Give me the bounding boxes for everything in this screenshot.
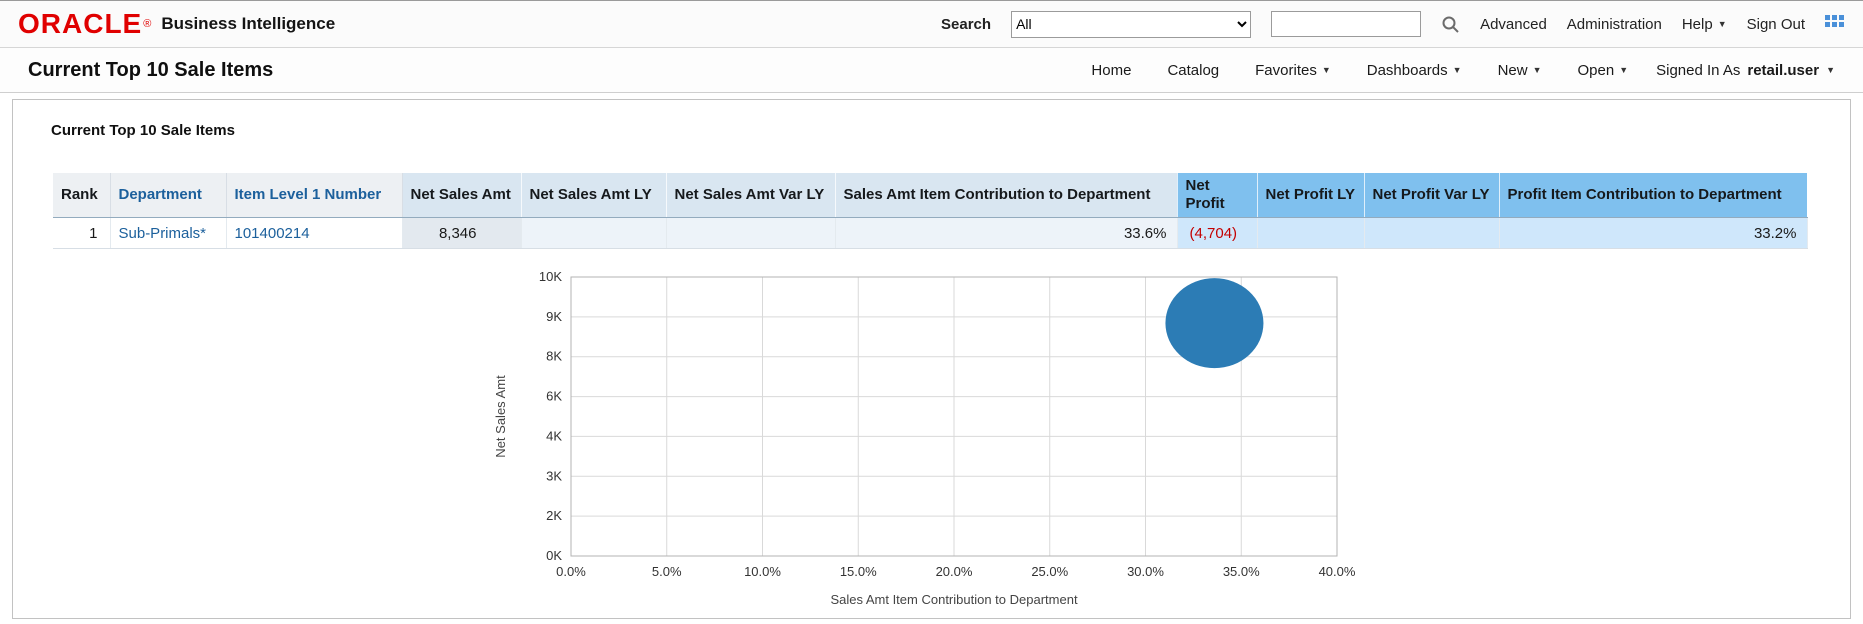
signed-in-user: retail.user (1747, 61, 1820, 79)
cell-net-profit-var (1364, 217, 1500, 249)
nav-open-label: Open (1577, 61, 1615, 79)
nav-new-label: New (1497, 61, 1528, 79)
col-header-profit-contrib[interactable]: Profit Item Contribution to Department (1499, 173, 1808, 218)
sign-out-link[interactable]: Sign Out (1746, 15, 1805, 33)
cell-profit-contrib: 33.2% (1499, 217, 1808, 249)
col-header-net-profit-ly[interactable]: Net Profit LY (1257, 173, 1365, 218)
nav-favorites-label: Favorites (1255, 61, 1317, 79)
cell-department[interactable]: Sub-Primals* (110, 217, 227, 249)
svg-text:30.0%: 30.0% (1127, 564, 1164, 579)
chevron-down-icon: ▼ (1619, 64, 1629, 75)
svg-text:4K: 4K (546, 428, 562, 443)
page-title: Current Top 10 Sale Items (28, 58, 274, 81)
cell-net-sales-var (666, 217, 836, 249)
signed-in-menu[interactable]: Signed In As retail.user ▼ (1656, 62, 1835, 79)
svg-text:35.0%: 35.0% (1223, 564, 1260, 579)
svg-text:15.0%: 15.0% (840, 564, 877, 579)
chevron-down-icon: ▼ (1826, 64, 1835, 75)
nav-open[interactable]: Open ▼ (1578, 62, 1629, 79)
svg-text:6K: 6K (546, 389, 562, 404)
report-title: Current Top 10 Sale Items (51, 122, 235, 139)
administration-link[interactable]: Administration (1566, 15, 1662, 33)
col-header-net-sales-ly[interactable]: Net Sales Amt LY (521, 173, 667, 218)
svg-text:0.0%: 0.0% (556, 564, 586, 579)
oracle-registered-mark: ® (143, 18, 152, 30)
cell-net-profit-ly (1257, 217, 1365, 249)
svg-text:3K: 3K (546, 468, 562, 483)
search-input[interactable] (1271, 11, 1422, 37)
nav-dashboards-label: Dashboards (1366, 61, 1448, 79)
advanced-link[interactable]: Advanced (1480, 15, 1547, 33)
cell-net-profit: (4,704) (1177, 217, 1258, 249)
product-name: Business Intelligence (161, 14, 336, 33)
main-nav: Home Catalog Favorites ▼ Dashboards ▼ Ne… (1091, 62, 1628, 79)
apps-grid-icon[interactable] (1825, 15, 1845, 33)
brand: ORACLE ® Business Intelligence (18, 10, 335, 38)
help-label: Help (1681, 15, 1713, 33)
svg-text:25.0%: 25.0% (1031, 564, 1068, 579)
search-label: Search (941, 15, 992, 33)
global-header: ORACLE ® Business Intelligence Search Al… (0, 0, 1863, 48)
cell-net-sales-amt: 8,346 (402, 217, 522, 249)
dashboard-panel: Current Top 10 Sale Items Rank Departmen… (12, 99, 1851, 619)
col-header-net-sales-var[interactable]: Net Sales Amt Var LY (666, 173, 836, 218)
report-table-wrap: Rank Department Item Level 1 Number Net … (53, 173, 1850, 249)
table-row: 1 Sub-Primals* 101400214 8,346 33.6% (4,… (53, 217, 1808, 249)
svg-text:0K: 0K (546, 548, 562, 563)
svg-text:10K: 10K (539, 269, 562, 284)
cell-sales-contrib: 33.6% (835, 217, 1178, 249)
nav-new[interactable]: New ▼ (1498, 62, 1542, 79)
col-header-net-profit-var[interactable]: Net Profit Var LY (1364, 173, 1500, 218)
cell-item-number[interactable]: 101400214 (226, 217, 403, 249)
bubble-chart-wrap: 0.0% 5.0% 10.0% 15.0% 20.0% 25.0% 30.0% 35.0% 40… (481, 265, 1850, 618)
chevron-down-icon: ▼ (1321, 64, 1331, 75)
col-header-department[interactable]: Department (110, 173, 227, 218)
nav-dashboards[interactable]: Dashboards ▼ (1367, 62, 1462, 79)
chevron-down-icon: ▼ (1452, 64, 1462, 75)
svg-text:10.0%: 10.0% (744, 564, 781, 579)
dashboard-toolbar: Current Top 10 Sale Items Home Catalog F… (0, 48, 1863, 93)
oracle-logo: ORACLE (18, 8, 143, 39)
col-header-item-number[interactable]: Item Level 1 Number (226, 173, 403, 218)
chevron-down-icon: ▼ (1717, 18, 1727, 29)
col-header-rank[interactable]: Rank (53, 173, 111, 218)
table-header-row: Rank Department Item Level 1 Number Net … (53, 173, 1808, 218)
cell-rank: 1 (53, 217, 111, 249)
svg-text:5.0%: 5.0% (652, 564, 682, 579)
report-table: Rank Department Item Level 1 Number Net … (53, 173, 1808, 249)
nav-catalog[interactable]: Catalog (1167, 61, 1220, 79)
svg-text:9K: 9K (546, 309, 562, 324)
col-header-sales-contrib[interactable]: Sales Amt Item Contribution to Departmen… (835, 173, 1178, 218)
svg-text:8K: 8K (546, 349, 562, 364)
help-menu[interactable]: Help ▼ (1682, 16, 1727, 33)
cell-net-sales-ly (521, 217, 667, 249)
search-scope-select[interactable]: All (1011, 10, 1252, 38)
svg-text:2K: 2K (546, 508, 562, 523)
col-header-net-sales-amt[interactable]: Net Sales Amt (402, 173, 522, 218)
apps-grid-glyph (1825, 15, 1844, 27)
search-icon-glyph (1442, 16, 1459, 33)
nav-favorites[interactable]: Favorites ▼ (1255, 62, 1331, 79)
bubble-chart[interactable]: 0.0% 5.0% 10.0% 15.0% 20.0% 25.0% 30.0% 35.0% 40… (481, 265, 1431, 615)
svg-text:20.0%: 20.0% (936, 564, 973, 579)
col-header-net-profit[interactable]: Net Profit (1177, 173, 1258, 218)
svg-text:Sales Amt Item Contribution to: Sales Amt Item Contribution to Departmen… (830, 592, 1078, 607)
global-header-actions: Search All Advanced Administration Help … (941, 10, 1845, 38)
signed-in-label: Signed In As (1656, 61, 1741, 79)
svg-text:Net Sales Amt: Net Sales Amt (493, 375, 508, 458)
search-icon[interactable] (1441, 15, 1460, 34)
chevron-down-icon: ▼ (1532, 64, 1542, 75)
nav-home[interactable]: Home (1091, 61, 1132, 79)
svg-text:40.0%: 40.0% (1319, 564, 1356, 579)
